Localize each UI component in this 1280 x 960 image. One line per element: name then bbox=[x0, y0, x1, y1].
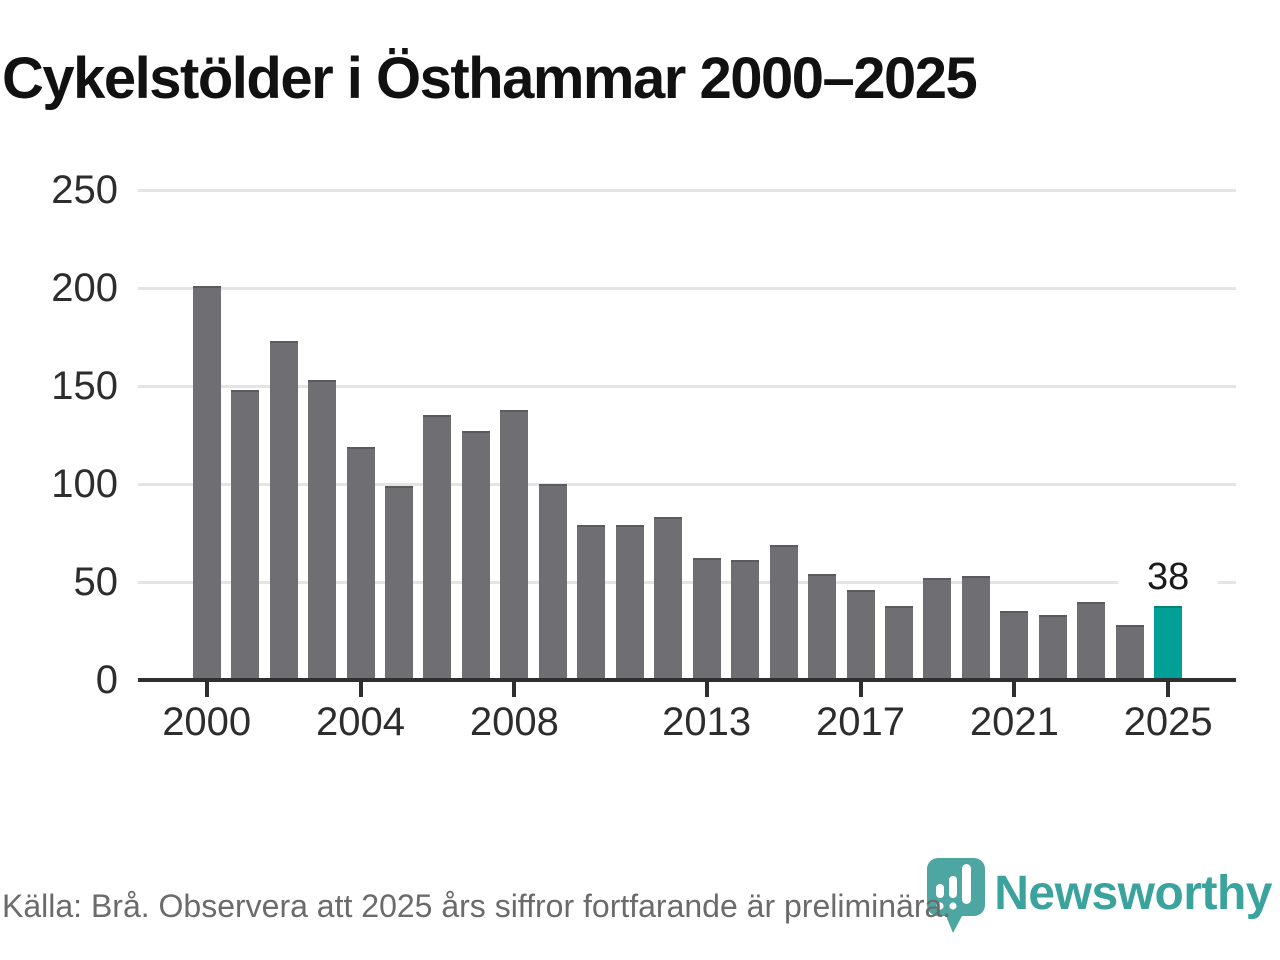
bar-2000 bbox=[192, 286, 221, 680]
bar-2006 bbox=[423, 415, 452, 680]
bar-2025 bbox=[1154, 605, 1183, 680]
x-axis-label: 2021 bbox=[969, 700, 1059, 744]
newsworthy-logo: Newsworthy bbox=[926, 857, 1272, 937]
bar-2022 bbox=[1038, 615, 1067, 680]
bar-2008 bbox=[500, 409, 529, 680]
bar-2021 bbox=[1000, 611, 1029, 680]
source-note: Källa: Brå. Observera att 2025 års siffr… bbox=[2, 888, 952, 924]
x-axis-tick-2013 bbox=[704, 682, 709, 697]
x-axis-label: 2004 bbox=[316, 700, 406, 744]
x-axis-tick-2025 bbox=[1166, 682, 1171, 697]
y-axis-label: 50 bbox=[73, 560, 119, 604]
bar-2010 bbox=[577, 525, 606, 680]
bar-2019 bbox=[923, 578, 952, 680]
bar-value-label-2025: 38 bbox=[1118, 555, 1219, 598]
x-axis-line bbox=[138, 678, 1236, 682]
gridline-150 bbox=[138, 384, 1236, 388]
bar-2024 bbox=[1115, 625, 1144, 680]
chart-footer: Källa: Brå. Observera att 2025 års siffr… bbox=[0, 855, 1280, 960]
gridline-250 bbox=[138, 188, 1236, 192]
bar-2002 bbox=[269, 340, 298, 680]
bar-2009 bbox=[538, 484, 567, 680]
bar-2001 bbox=[231, 389, 260, 680]
y-axis-label: 0 bbox=[95, 658, 118, 702]
x-axis-tick-2000 bbox=[204, 682, 209, 697]
x-axis-label: 2017 bbox=[816, 700, 905, 744]
x-axis-label: 2008 bbox=[469, 700, 559, 744]
bar-2013 bbox=[692, 558, 721, 680]
bar-2011 bbox=[615, 525, 644, 680]
bar-2003 bbox=[308, 380, 337, 680]
bar-2005 bbox=[385, 485, 413, 680]
bar-2023 bbox=[1077, 601, 1106, 680]
x-axis-tick-2008 bbox=[512, 682, 517, 697]
x-axis-tick-2021 bbox=[1012, 682, 1017, 697]
bar-2007 bbox=[461, 431, 490, 680]
newsworthy-logo-icon bbox=[927, 858, 986, 933]
newsworthy-brand-text: Newsworthy bbox=[994, 867, 1272, 920]
bar-2012 bbox=[654, 517, 683, 680]
y-axis-label: 200 bbox=[51, 266, 118, 310]
y-axis-label: 250 bbox=[51, 168, 118, 212]
x-axis-label: 2025 bbox=[1123, 700, 1213, 744]
y-axis-label: 150 bbox=[51, 364, 118, 408]
chart-title: Cykelstölder i Östhammar 2000–2025 bbox=[2, 46, 978, 111]
gridline-200 bbox=[138, 286, 1236, 290]
gridline-100 bbox=[138, 482, 1236, 486]
bar-2014 bbox=[731, 560, 760, 680]
y-axis-label: 100 bbox=[51, 462, 118, 506]
bar-2020 bbox=[961, 576, 990, 680]
x-axis-tick-2017 bbox=[858, 682, 863, 697]
bar-2017 bbox=[846, 589, 875, 680]
bar-2018 bbox=[884, 605, 913, 680]
x-axis-label: 2013 bbox=[662, 700, 752, 744]
bar-2004 bbox=[346, 446, 375, 680]
x-axis-label: 2000 bbox=[162, 700, 252, 744]
bar-2016 bbox=[808, 574, 837, 680]
x-axis-tick-2004 bbox=[358, 682, 363, 697]
gridline-50 bbox=[138, 580, 1236, 584]
bar-2015 bbox=[769, 544, 798, 680]
